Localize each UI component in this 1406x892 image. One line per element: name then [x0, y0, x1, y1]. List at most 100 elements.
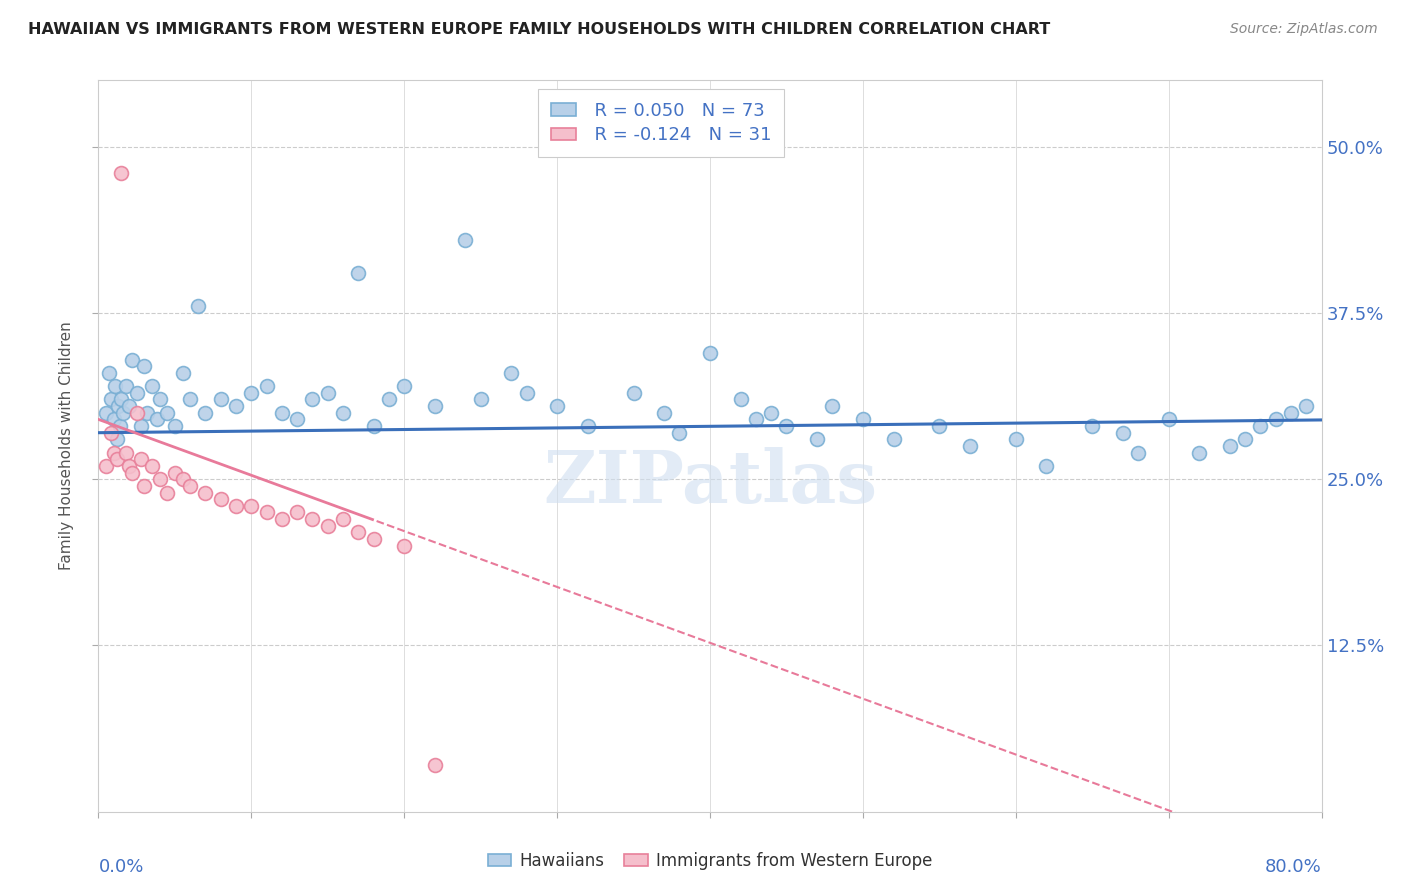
- Point: [225, 399, 247, 413]
- Point: [179, 479, 201, 493]
- Point: [110, 392, 132, 407]
- Point: [363, 532, 385, 546]
- Point: [470, 392, 492, 407]
- Point: [959, 439, 981, 453]
- Point: [240, 499, 263, 513]
- Point: [194, 485, 217, 500]
- Point: [108, 419, 131, 434]
- Point: [111, 406, 134, 420]
- Point: [1264, 412, 1286, 426]
- Point: [761, 406, 783, 420]
- Point: [145, 412, 167, 426]
- Point: [285, 412, 308, 426]
- Point: [392, 379, 416, 393]
- Point: [103, 412, 125, 426]
- Point: [821, 399, 844, 413]
- Point: [1219, 439, 1241, 453]
- Text: ZIPatlas: ZIPatlas: [543, 447, 877, 518]
- Point: [149, 392, 172, 407]
- Point: [118, 399, 141, 413]
- Point: [852, 412, 875, 426]
- Point: [172, 472, 194, 486]
- Point: [1250, 419, 1272, 434]
- Text: HAWAIIAN VS IMMIGRANTS FROM WESTERN EUROPE FAMILY HOUSEHOLDS WITH CHILDREN CORRE: HAWAIIAN VS IMMIGRANTS FROM WESTERN EURO…: [28, 22, 1050, 37]
- Point: [316, 385, 339, 400]
- Point: [347, 266, 370, 280]
- Point: [316, 518, 339, 533]
- Point: [134, 479, 156, 493]
- Point: [1295, 399, 1317, 413]
- Point: [179, 392, 201, 407]
- Point: [1035, 458, 1057, 473]
- Point: [105, 433, 128, 447]
- Point: [806, 433, 828, 447]
- Point: [134, 359, 156, 374]
- Point: [172, 366, 194, 380]
- Point: [576, 419, 599, 434]
- Point: [121, 466, 143, 480]
- Point: [256, 506, 278, 520]
- Point: [94, 406, 117, 420]
- Legend: Hawaiians, Immigrants from Western Europe: Hawaiians, Immigrants from Western Europ…: [481, 846, 939, 877]
- Point: [103, 445, 125, 459]
- Point: [270, 406, 294, 420]
- Point: [100, 392, 122, 407]
- Point: [110, 166, 132, 180]
- Point: [256, 379, 278, 393]
- Point: [347, 525, 370, 540]
- Point: [156, 485, 179, 500]
- Point: [194, 406, 217, 420]
- Point: [209, 392, 232, 407]
- Point: [125, 406, 148, 420]
- Point: [141, 458, 163, 473]
- Point: [1157, 412, 1180, 426]
- Point: [423, 399, 446, 413]
- Point: [1004, 433, 1026, 447]
- Point: [163, 419, 186, 434]
- Text: 0.0%: 0.0%: [98, 858, 143, 876]
- Point: [699, 346, 721, 360]
- Point: [775, 419, 797, 434]
- Point: [423, 758, 446, 772]
- Point: [883, 433, 905, 447]
- Point: [225, 499, 247, 513]
- Point: [187, 299, 209, 313]
- Point: [546, 399, 568, 413]
- Point: [730, 392, 752, 407]
- Point: [129, 452, 152, 467]
- Point: [1279, 406, 1302, 420]
- Text: Source: ZipAtlas.com: Source: ZipAtlas.com: [1230, 22, 1378, 37]
- Point: [501, 366, 523, 380]
- Point: [115, 379, 138, 393]
- Point: [1081, 419, 1104, 434]
- Point: [301, 392, 323, 407]
- Point: [454, 233, 477, 247]
- Point: [668, 425, 690, 440]
- Y-axis label: Family Households with Children: Family Households with Children: [59, 322, 75, 570]
- Point: [516, 385, 538, 400]
- Point: [285, 506, 308, 520]
- Point: [156, 406, 179, 420]
- Point: [115, 445, 138, 459]
- Point: [270, 512, 294, 526]
- Point: [332, 406, 354, 420]
- Point: [125, 385, 148, 400]
- Point: [240, 385, 263, 400]
- Point: [378, 392, 401, 407]
- Point: [1128, 445, 1150, 459]
- Point: [105, 452, 128, 467]
- Point: [118, 458, 141, 473]
- Point: [129, 419, 152, 434]
- Point: [100, 425, 122, 440]
- Point: [98, 366, 121, 380]
- Point: [141, 379, 163, 393]
- Point: [1234, 433, 1257, 447]
- Point: [652, 406, 675, 420]
- Point: [149, 472, 172, 486]
- Point: [121, 352, 143, 367]
- Point: [1188, 445, 1211, 459]
- Point: [928, 419, 950, 434]
- Point: [301, 512, 323, 526]
- Point: [745, 412, 768, 426]
- Point: [209, 492, 232, 507]
